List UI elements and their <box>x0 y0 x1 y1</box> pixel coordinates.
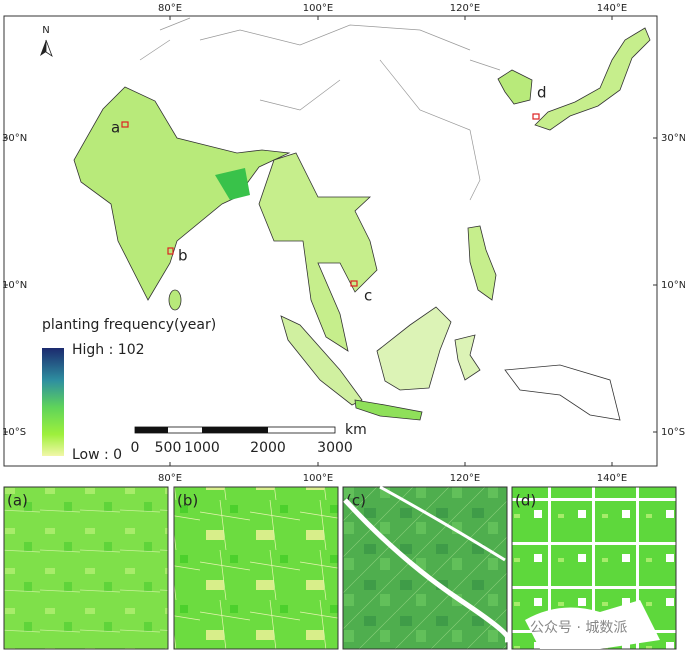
lat-label: 10°N <box>661 280 685 291</box>
lon-label: 120°E <box>450 473 480 484</box>
scale-unit: km <box>345 422 367 438</box>
north-arrow <box>40 40 46 56</box>
labels: 80°E 80°E 100°E 100°E 120°E 120°E 140°E 140°E 30… <box>2 3 685 650</box>
lon-label: 120°E <box>450 3 480 14</box>
map: N planting frequency(year) High : 102 Lo… <box>3 15 658 467</box>
lat-label: 30°N <box>2 133 27 144</box>
scale-label: 1000 <box>184 440 220 456</box>
land-bengal <box>215 168 250 200</box>
land-philippines <box>467 225 497 301</box>
lon-label: 140°E <box>597 473 627 484</box>
scale-label: 3000 <box>317 440 353 456</box>
lat-label: 30°N <box>661 133 685 144</box>
site-marker <box>121 121 129 128</box>
land-newguinea <box>504 364 621 421</box>
site-label: c <box>364 287 372 305</box>
scale-label: 0 <box>131 440 140 456</box>
river <box>379 485 506 562</box>
legend-low: Low : 0 <box>72 447 122 463</box>
lon-label: 80°E <box>158 473 182 484</box>
site-label: b <box>178 247 188 265</box>
land-srilanka <box>168 289 182 311</box>
boundary-lines <box>139 17 501 201</box>
north-label: N <box>42 25 49 36</box>
site-label: d <box>537 84 547 102</box>
north-arrow <box>45 39 53 58</box>
panel-label: (a) <box>7 492 28 510</box>
river <box>343 498 511 643</box>
site-marker <box>350 280 358 287</box>
lat-label: 10°N <box>2 280 27 291</box>
land-seasia <box>258 152 378 352</box>
site-label: a <box>111 119 120 137</box>
legend-ramp <box>42 348 64 456</box>
lon-label: 140°E <box>597 3 627 14</box>
watermark: 公众号 · 城数派 <box>530 620 627 636</box>
land-japan <box>534 27 651 131</box>
lon-label: 100°E <box>303 3 333 14</box>
land-india <box>73 86 291 301</box>
scale-bar <box>202 427 268 433</box>
inset-image <box>3 486 169 650</box>
lat-label: 10°S <box>661 427 685 438</box>
lon-label: 100°E <box>303 473 333 484</box>
site-marker <box>532 113 540 120</box>
land-borneo <box>376 306 452 391</box>
land-java <box>354 399 423 421</box>
land-korea <box>497 69 533 105</box>
legend-title: planting frequency(year) <box>42 317 216 333</box>
lon-label: 80°E <box>158 3 182 14</box>
inset-image <box>173 486 339 650</box>
scale-label: 2000 <box>250 440 286 456</box>
panel-label: (d) <box>515 492 536 510</box>
panel-label: (b) <box>177 492 198 510</box>
lat-label: 10°S <box>2 427 26 438</box>
scale-label: 500 <box>155 440 182 456</box>
scale-bar <box>135 427 168 433</box>
site-marker <box>167 247 174 255</box>
legend-high: High : 102 <box>72 342 145 358</box>
lake <box>525 600 660 649</box>
land-sulawesi <box>454 334 481 381</box>
